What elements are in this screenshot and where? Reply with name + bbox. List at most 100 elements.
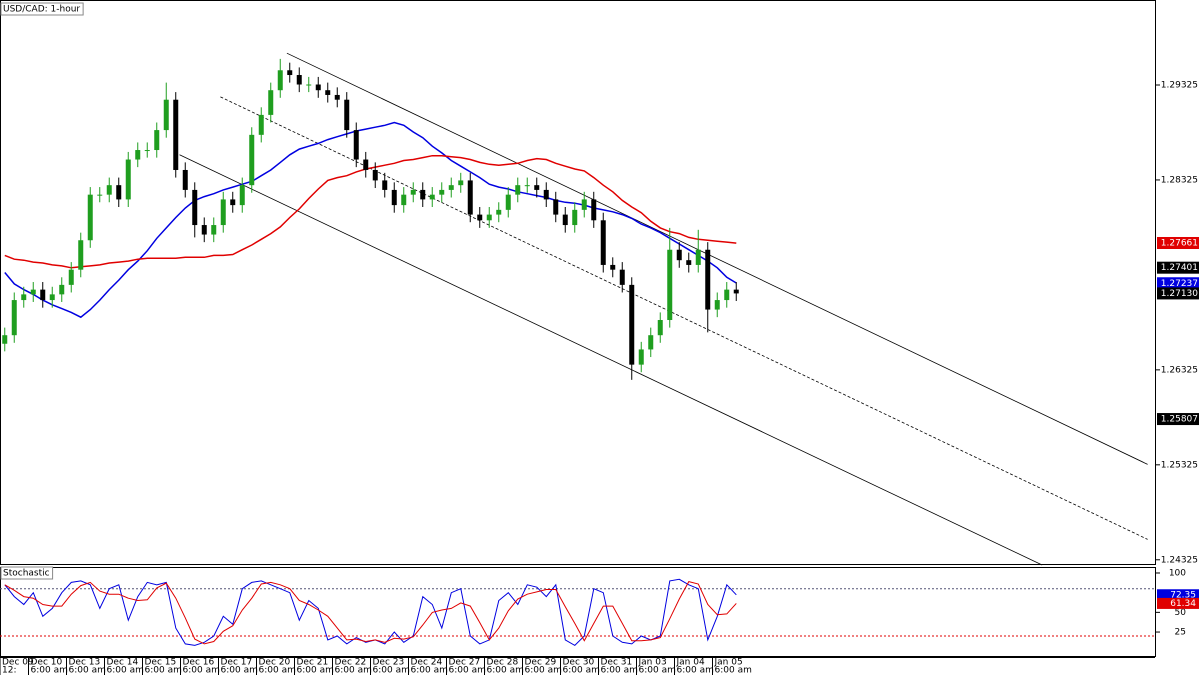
candle-body xyxy=(78,240,84,270)
candle-body xyxy=(97,194,103,196)
x-tick-label: Jan 03 xyxy=(638,658,667,668)
candle-body xyxy=(600,220,606,265)
candle-body xyxy=(657,320,663,336)
x-tick-label: Dec 27 xyxy=(449,658,481,668)
value-tag xyxy=(1157,589,1199,601)
candle-body xyxy=(268,90,274,115)
x-time-label: 6:00 am xyxy=(31,666,68,675)
candle-body xyxy=(591,199,597,221)
price-tag-label: 1.27401 xyxy=(1161,263,1198,273)
candle-body xyxy=(135,150,141,160)
x-time-label: 6:00 am xyxy=(715,666,752,675)
candle-body xyxy=(553,199,559,215)
y-tick-label: 25 xyxy=(1175,628,1186,638)
candle-body xyxy=(211,225,217,235)
candle-body xyxy=(125,159,131,200)
candle-body xyxy=(724,289,730,301)
candle-body xyxy=(458,180,464,186)
y-tick-label: 1.28325 xyxy=(1161,175,1198,185)
candle-body xyxy=(534,185,540,190)
candle-body xyxy=(543,189,549,200)
candle-body xyxy=(524,185,530,187)
candle-body xyxy=(230,199,236,206)
candle-body xyxy=(686,260,692,265)
candle-body xyxy=(258,114,264,135)
candle-body xyxy=(562,214,568,226)
candle-body xyxy=(496,209,502,215)
x-time-label: 12: xyxy=(2,666,16,675)
x-time-label: 6:00 am xyxy=(563,666,600,675)
x-time-label: 6:00 am xyxy=(639,666,676,675)
stochastic-panel xyxy=(0,567,1156,657)
candle-body xyxy=(2,335,8,344)
candle-body xyxy=(173,99,179,170)
candle-body xyxy=(68,269,74,285)
candle-body xyxy=(714,300,720,310)
oscillator-line xyxy=(4,581,737,645)
x-time-label: 6:00 am xyxy=(259,666,296,675)
candle-body xyxy=(429,194,435,200)
y-tick-label: 1.29325 xyxy=(1161,80,1198,90)
candle-body xyxy=(610,264,616,270)
panel-title: USD/CAD: 1-hour xyxy=(3,5,80,15)
candle-body xyxy=(106,185,112,195)
y-tick-label: 100 xyxy=(1169,568,1186,578)
x-tick-label: Dec 30 xyxy=(563,658,595,668)
moving-average xyxy=(4,121,737,319)
panel-title: Stochastic xyxy=(3,569,50,579)
value-tag xyxy=(1157,597,1199,609)
x-time-label: 6:00 am xyxy=(221,666,258,675)
candle-body xyxy=(676,249,682,261)
candle-body xyxy=(410,189,416,195)
candle-body xyxy=(315,84,321,91)
x-time-label: 6:00 am xyxy=(145,666,182,675)
x-tick-label: Dec 28 xyxy=(487,658,519,668)
price-tag-label: 1.27661 xyxy=(1161,238,1198,248)
x-tick-label: Dec 17 xyxy=(221,658,253,668)
candle-body xyxy=(467,180,473,215)
value-tag-label: 72.35 xyxy=(1170,590,1196,600)
x-time-label: 6:00 am xyxy=(449,666,486,675)
candle-body xyxy=(334,94,340,100)
candle-body xyxy=(505,194,511,210)
x-time-label: 6:00 am xyxy=(487,666,524,675)
y-tick-label: 1.26325 xyxy=(1161,365,1198,375)
candle-body xyxy=(667,249,673,321)
x-time-label: 6:00 am xyxy=(69,666,106,675)
candle-body xyxy=(477,214,483,221)
x-time-label: 6:00 am xyxy=(525,666,562,675)
x-tick-label: Jan 05 xyxy=(714,658,743,668)
candle-body xyxy=(382,180,388,190)
price-tag xyxy=(1157,413,1199,426)
candle-body xyxy=(439,189,445,195)
value-tag-label: 61.34 xyxy=(1170,599,1196,609)
x-tick-label: Dec 14 xyxy=(107,658,139,668)
price-panel xyxy=(0,0,1156,565)
candle-body xyxy=(420,189,426,200)
price-tag-label: 1.25807 xyxy=(1161,415,1198,425)
candle-body xyxy=(192,189,198,226)
price-tag-label: 1.27237 xyxy=(1161,279,1198,289)
panel-title-box xyxy=(0,566,54,580)
x-time-label: 6:00 am xyxy=(601,666,638,675)
candle-body xyxy=(287,70,293,76)
candle-body xyxy=(201,225,207,235)
candle-body xyxy=(629,284,635,365)
x-tick-label: Dec 31 xyxy=(601,658,633,668)
candle-body xyxy=(49,294,55,301)
trendline xyxy=(286,52,1148,465)
candle-body xyxy=(695,249,701,265)
x-tick-label: Dec 13 xyxy=(69,658,101,668)
candle-body xyxy=(344,99,350,131)
candle-body xyxy=(572,209,578,226)
x-tick-label: Dec 15 xyxy=(145,658,177,668)
candle-body xyxy=(249,134,255,186)
candle-body xyxy=(11,300,17,336)
candle-body xyxy=(372,169,378,181)
candle-body xyxy=(486,214,492,221)
candle-body xyxy=(619,269,625,285)
candle-body xyxy=(306,84,312,86)
candle-body xyxy=(515,185,521,195)
price-tag xyxy=(1157,261,1199,274)
x-time-label: 6:00 am xyxy=(677,666,714,675)
